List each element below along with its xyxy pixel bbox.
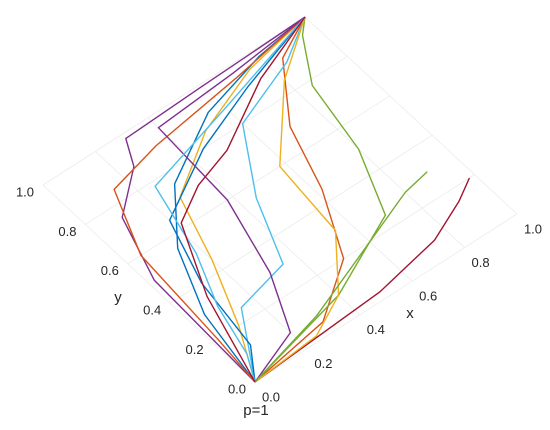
grid-line [42,184,256,383]
x-tick-label: 1.0 [524,221,542,236]
trajectory [157,16,306,383]
trajectory [173,16,306,383]
x-tick-label: 0.8 [472,255,490,270]
trajectory [121,16,306,383]
y-tick-label: 1.0 [16,184,34,199]
trajectory [254,177,471,383]
y-tick-label: 0.0 [228,381,246,396]
grid-line [127,95,391,265]
trajectory [254,16,345,383]
trajectory [180,16,306,383]
grid-line [85,56,348,225]
grid-line [254,213,518,383]
trajectory [154,16,306,383]
chart-title: p=1 [243,402,268,419]
x-axis-label: x [406,305,414,322]
y-axis-label: y [114,289,122,306]
trajectory [240,16,306,383]
x-tick-label: 0.6 [419,289,437,304]
y-tick-label: 0.8 [58,224,76,239]
x-tick-label: 0.2 [314,356,332,371]
grid-line [95,151,308,349]
grid-line [304,16,518,215]
trajectory [254,16,340,383]
x-tick-label: 0.4 [367,322,385,337]
trajectory [168,16,306,383]
x-tick-label: 0.0 [262,389,280,404]
grid-line [199,83,413,282]
y-tick-label: 0.4 [143,303,161,318]
grid-line [147,117,361,316]
trajectory [113,16,306,383]
y-tick-label: 0.6 [101,263,119,278]
y-tick-label: 0.2 [186,342,204,357]
grid-line [169,134,433,304]
grid-line [42,16,306,186]
trajectory [254,171,428,383]
